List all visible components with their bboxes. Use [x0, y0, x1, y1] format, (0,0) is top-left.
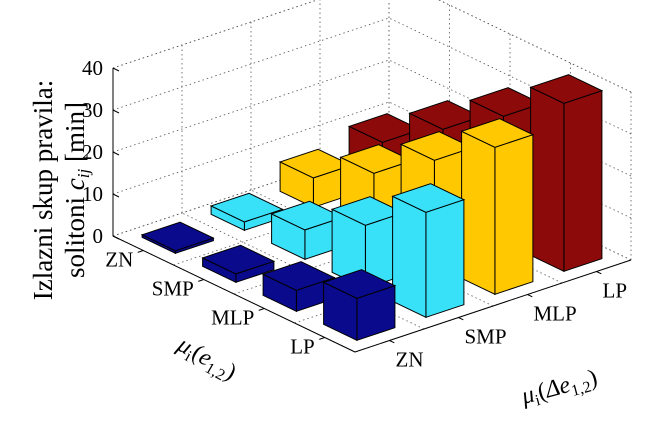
bar-face-top — [391, 183, 466, 213]
y-tick — [527, 294, 533, 298]
z-tick-label: 10 — [82, 182, 103, 206]
bar-LP-LP — [529, 74, 604, 273]
bar-MLP-ZN — [261, 261, 336, 313]
bar-face-top — [460, 118, 535, 148]
bar-SMP-ZN — [201, 244, 276, 284]
bar-face-top — [468, 87, 543, 117]
z-tick-label: 20 — [82, 140, 103, 164]
z-tick — [112, 193, 120, 198]
x-tick — [258, 308, 265, 311]
x-tick — [137, 250, 144, 253]
z-tick-label: 0 — [93, 224, 104, 248]
y-tick-label: MLP — [534, 302, 577, 326]
y-axis-title: μi(Δe1,2) — [518, 365, 601, 413]
x-tick-label: LP — [290, 335, 315, 359]
x-axis-line — [112, 235, 356, 353]
z-tick — [112, 235, 120, 240]
x-tick-label: SMP — [152, 277, 194, 301]
grid-line-floor-x — [112, 143, 390, 237]
bar-face-top — [270, 200, 345, 231]
bar-face-top — [408, 100, 483, 130]
z-tick-label: 40 — [82, 56, 103, 80]
z-tick — [112, 109, 120, 114]
z-tick — [112, 67, 120, 72]
x-tick — [319, 337, 325, 340]
y-tick — [596, 271, 602, 275]
bar-face-right — [392, 195, 427, 319]
bar-face-top — [347, 113, 422, 143]
bar-face-top — [322, 269, 397, 299]
bar-ZN-ZN — [140, 221, 215, 255]
z-tick-label: 30 — [82, 98, 103, 122]
bar-LP-MLP — [460, 118, 535, 296]
bar-face-top — [201, 244, 276, 275]
x-tick-label: MLP — [211, 306, 254, 330]
z-axis-title-line2: solitoni cij [min] — [60, 102, 93, 278]
y-tick-label: SMP — [465, 325, 507, 349]
bar-face-top — [140, 221, 215, 252]
y-tick — [389, 340, 395, 344]
x-tick-label: ZN — [105, 248, 133, 272]
y-axis-line — [354, 259, 632, 353]
y-tick — [458, 317, 464, 321]
bar-face-left — [563, 90, 603, 272]
bar-face-top — [529, 74, 604, 104]
axes-layer: 0 10 20 30 40 LP MLP SMP ZN ZN SMP MLP LP — [82, 56, 632, 372]
bar-face-top — [261, 261, 336, 291]
bar-face-top — [339, 144, 414, 174]
bar-face-right — [530, 86, 565, 273]
bars-layer — [140, 74, 604, 342]
grid-top-edge — [112, 0, 632, 93]
y-tick-label: ZN — [396, 348, 424, 372]
bar-face-top — [278, 148, 353, 179]
z-axis-title-line1: Izlazni skup pravila: — [28, 80, 58, 300]
grid-line-z — [112, 0, 632, 93]
x-axis-title: μi(e1,2) — [171, 331, 241, 388]
y-tick-label: LP — [603, 279, 628, 303]
bar-LP-ZN — [322, 269, 397, 342]
z-tick — [112, 151, 120, 156]
bar-LP-SMP — [391, 183, 466, 319]
bar-face-top — [209, 192, 284, 223]
x-tick — [198, 279, 204, 282]
bar-face-top — [399, 131, 474, 161]
bar-face-left — [425, 199, 465, 318]
bar-face-top — [330, 196, 405, 226]
bar-face-right — [461, 130, 496, 296]
bar-face-left — [494, 134, 534, 295]
